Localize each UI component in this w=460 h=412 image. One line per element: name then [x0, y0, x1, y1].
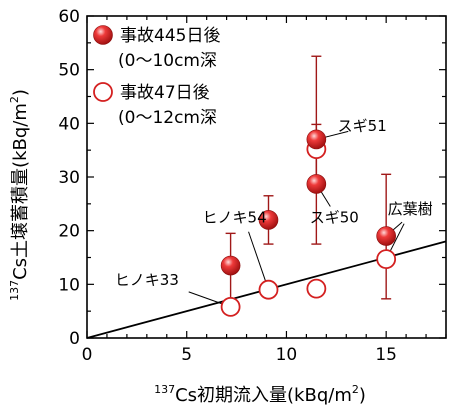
annotation-label: スギ50	[310, 208, 359, 226]
y-tick-label: 10	[58, 275, 80, 295]
annotation-label: スギ51	[338, 117, 387, 135]
y-axis-label-sup: 137	[8, 280, 21, 301]
legend-open-marker	[93, 82, 113, 102]
y-axis-label-exp: 2	[8, 96, 21, 103]
tick-labels: 0 5 10 15 0 10 20 30 40 50 60	[58, 7, 397, 365]
legend-series-2-name: 事故47日後	[120, 83, 210, 103]
data-markers	[220, 129, 397, 317]
y-axis-label-close: )	[10, 89, 31, 96]
annotation-label: 広葉樹	[388, 200, 433, 218]
annotation-labels: スギ51 スギ50 ヒノキ54 ヒノキ33 広葉樹	[115, 117, 433, 289]
open-marker	[306, 278, 327, 299]
legend-series-2-detail: (0～12cm深	[118, 108, 217, 128]
filled-marker	[220, 255, 241, 276]
x-tick-label: 0	[82, 345, 93, 365]
y-tick-label: 50	[58, 61, 80, 81]
y-tick-label: 0	[69, 329, 80, 349]
x-axis-label: 137Cs初期流入量(kBq/m2)	[154, 383, 366, 406]
legend-filled-marker	[93, 25, 113, 45]
y-tick-label: 30	[58, 168, 80, 188]
annotation-label: ヒノキ33	[115, 271, 179, 289]
open-marker	[376, 249, 397, 270]
axes	[86, 15, 447, 339]
y-tick-label: 20	[58, 222, 80, 242]
open-marker	[220, 296, 241, 317]
filled-marker	[306, 129, 327, 150]
x-axis-label-close: )	[359, 385, 366, 406]
x-tick-label: 5	[181, 345, 192, 365]
y-tick-label: 60	[58, 7, 80, 27]
filled-marker	[306, 174, 327, 194]
y-axis-label: 137Cs土壌蓄積量(kBq/m2)	[8, 89, 31, 301]
filled-marker	[376, 226, 396, 246]
x-axis-label-text: Cs初期流入量(kBq/m	[175, 385, 352, 406]
open-marker	[258, 279, 279, 300]
x-axis-label-exp: 2	[352, 383, 359, 396]
annotation-label: ヒノキ54	[203, 208, 267, 226]
annotation-leaders	[188, 130, 405, 308]
filled-marker	[258, 210, 279, 230]
annotation-leader	[248, 231, 269, 290]
x-tick-label: 10	[276, 345, 298, 365]
legend-series-1-name: 事故445日後	[120, 26, 220, 46]
x-axis-label-sup: 137	[154, 383, 175, 396]
legend-series-1-detail: (0～10cm深	[118, 51, 217, 71]
y-axis-label-text: Cs土壌蓄積量(kBq/m	[10, 103, 31, 280]
x-tick-label: 15	[375, 345, 397, 365]
y-tick-label: 40	[58, 114, 80, 134]
